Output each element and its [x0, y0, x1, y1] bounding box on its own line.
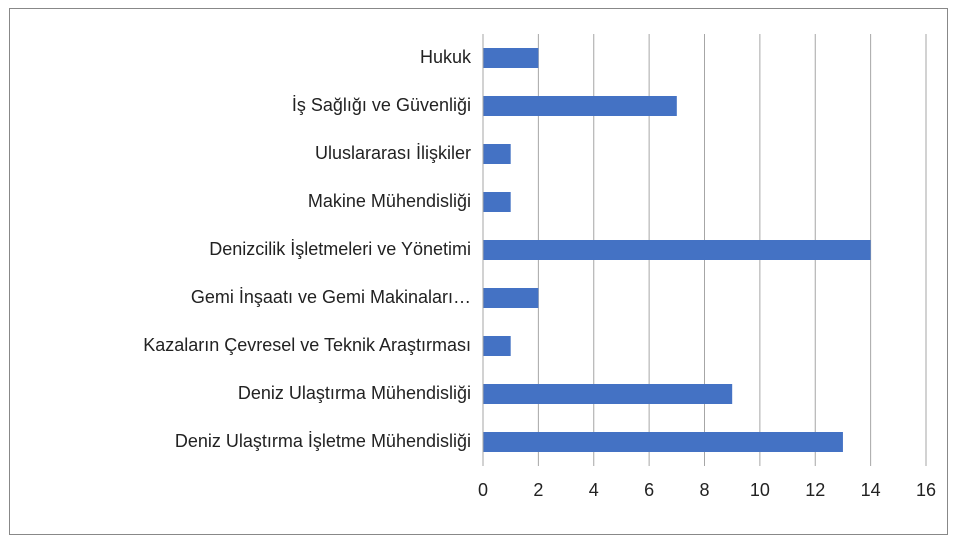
- x-tick-label: 12: [805, 480, 825, 500]
- bar: [483, 432, 843, 452]
- bar: [483, 240, 871, 260]
- y-tick-label: Uluslararası İlişkiler: [315, 143, 471, 163]
- bar: [483, 336, 511, 356]
- y-tick-label: Deniz Ulaştırma İşletme Mühendisliği: [175, 431, 471, 451]
- bar: [483, 288, 539, 308]
- bar: [483, 192, 511, 212]
- x-tick-label: 8: [699, 480, 709, 500]
- y-tick-label: Gemi İnşaatı ve Gemi Makinaları…: [191, 287, 471, 307]
- y-tick-label: Hukuk: [420, 47, 472, 67]
- x-tick-label: 14: [861, 480, 881, 500]
- x-tick-label: 4: [589, 480, 599, 500]
- y-tick-label: Deniz Ulaştırma Mühendisliği: [238, 383, 471, 403]
- y-tick-label: İş Sağlığı ve Güvenliği: [292, 95, 471, 115]
- y-tick-label: Makine Mühendisliği: [308, 191, 471, 211]
- x-tick-label: 10: [750, 480, 770, 500]
- y-tick-label: Denizcilik İşletmeleri ve Yönetimi: [209, 239, 471, 259]
- y-tick-label: Kazaların Çevresel ve Teknik Araştırması: [143, 335, 471, 355]
- bar: [483, 384, 733, 404]
- bar: [483, 144, 511, 164]
- x-tick-label: 0: [478, 480, 488, 500]
- chart-border: [9, 8, 948, 535]
- bar: [483, 96, 677, 116]
- x-tick-label: 16: [916, 480, 936, 500]
- x-tick-label: 6: [644, 480, 654, 500]
- bar: [483, 48, 539, 68]
- x-tick-label: 2: [533, 480, 543, 500]
